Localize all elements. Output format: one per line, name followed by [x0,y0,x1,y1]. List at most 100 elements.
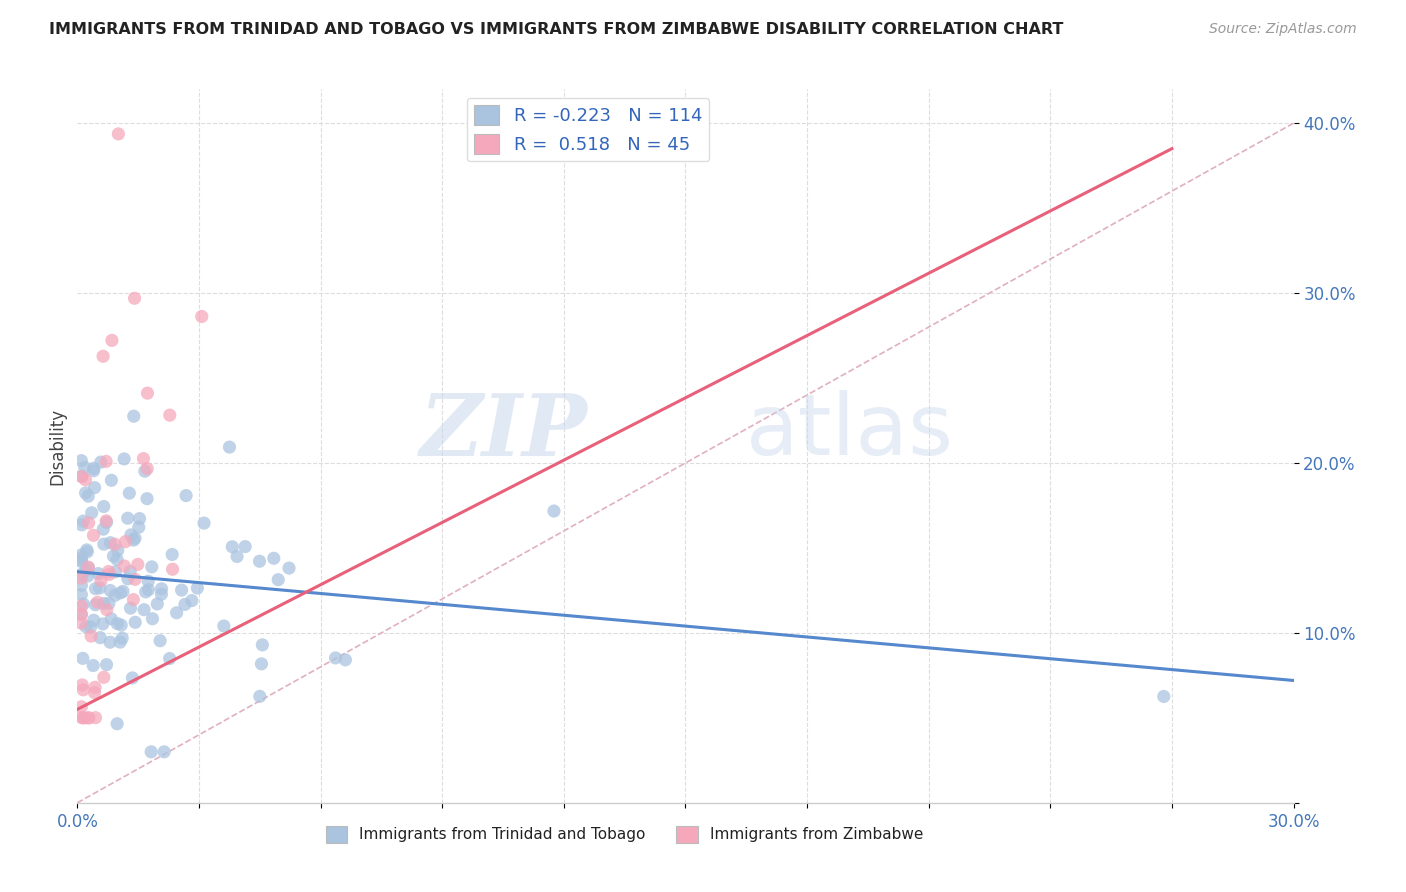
Point [124,572,146,586]
Point [117,572,139,586]
Point [70,699,93,714]
Point [70,550,93,565]
Point [263,551,285,566]
Point [72,682,94,697]
Point [107,543,129,558]
Point [70,567,93,582]
Point [114,534,136,549]
Text: ZIP: ZIP [420,390,588,474]
Point [90,455,112,469]
Text: atlas: atlas [747,390,955,474]
Point [96,514,118,528]
Point [70,588,93,602]
Point [94,454,117,468]
Point [141,612,163,626]
Point [111,584,134,599]
Point [84,598,107,612]
Point [83,461,105,475]
Point [111,631,134,645]
Point [87,566,110,581]
Point [170,583,193,598]
Point [221,540,243,554]
Point [76,542,98,557]
Point [118,486,141,500]
Point [149,633,172,648]
Point [278,561,301,575]
Point [70,453,93,467]
Point [100,535,122,549]
Point [104,565,127,579]
Point [105,552,128,566]
Point [80,629,103,643]
Point [82,658,104,673]
Point [75,620,97,634]
Point [250,657,273,671]
Point [93,597,115,611]
Point [79,620,101,634]
Point [72,514,94,528]
Point [141,560,163,574]
Point [103,549,125,563]
Point [252,638,274,652]
Point [73,711,96,725]
Point [89,631,111,645]
Point [135,585,157,599]
Point [70,555,93,569]
Point [70,548,93,562]
Point [77,711,100,725]
Point [84,582,107,596]
Point [127,558,149,572]
Point [80,506,103,520]
Point [70,578,93,592]
Point [112,451,135,466]
Point [98,583,121,598]
Point [120,565,142,579]
Point [159,651,181,665]
Point [77,711,100,725]
Point [86,595,108,609]
Point [72,678,94,692]
Point [93,670,115,684]
Point [83,685,105,699]
Point [75,486,97,500]
Point [112,559,135,574]
Point [73,460,96,475]
Text: IMMIGRANTS FROM TRINIDAD AND TOBAGO VS IMMIGRANTS FROM ZIMBABWE DISABILITY CORRE: IMMIGRANTS FROM TRINIDAD AND TOBAGO VS I… [49,22,1063,37]
Point [117,511,139,525]
Point [174,598,197,612]
Point [83,464,105,478]
Point [159,408,181,422]
Point [75,473,97,487]
Point [89,581,111,595]
Point [91,522,114,536]
Point [100,473,122,487]
Point [218,440,240,454]
Point [121,671,143,685]
Point [124,615,146,630]
Point [543,504,565,518]
Point [120,528,142,542]
Point [96,516,118,530]
Point [141,745,163,759]
Point [96,602,118,616]
Point [77,560,100,574]
Point [153,745,176,759]
Point [120,601,142,615]
Point [77,489,100,503]
Point [128,520,150,534]
Point [104,537,127,551]
Point [132,603,155,617]
Point [70,710,93,724]
Point [84,711,107,725]
Point [136,574,159,589]
Point [105,716,128,731]
Point [97,565,120,579]
Point [267,573,290,587]
Point [160,548,183,562]
Point [70,571,93,585]
Point [98,567,121,582]
Point [83,613,105,627]
Point [77,516,100,530]
Point [122,409,145,424]
Point [93,537,115,551]
